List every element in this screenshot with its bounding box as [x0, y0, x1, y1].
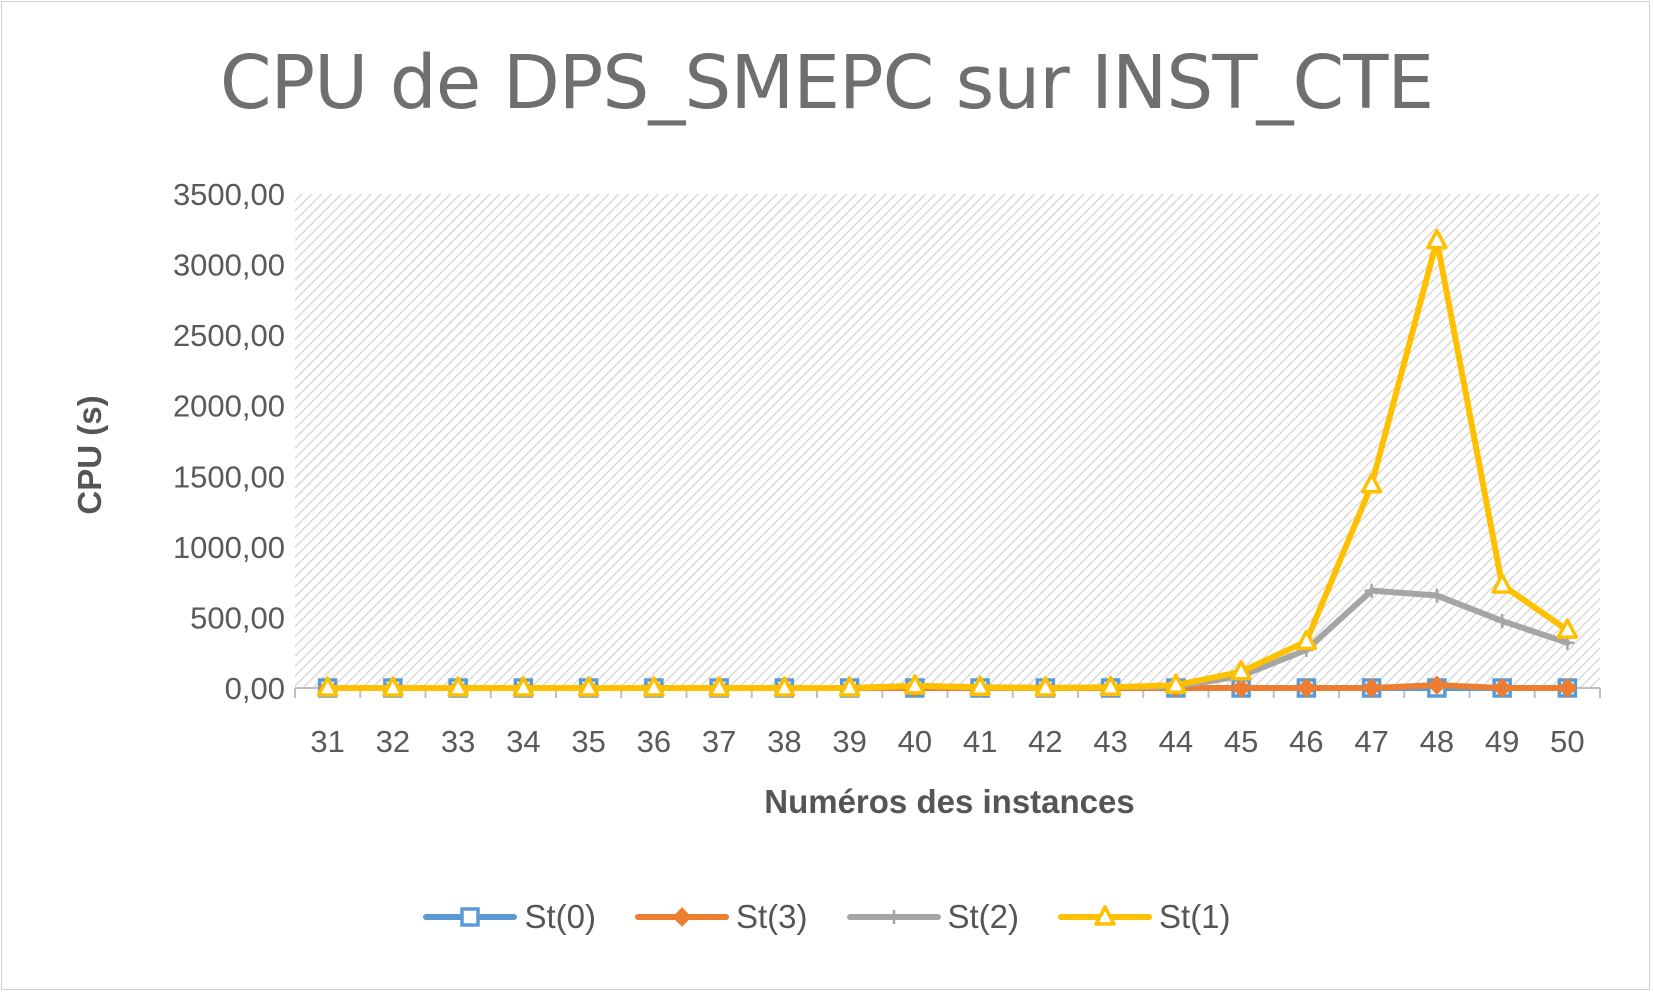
- y-tick-label: 1000,00: [173, 530, 285, 565]
- x-axis-label: Numéros des instances: [764, 783, 1135, 820]
- x-tick-label: 37: [702, 724, 736, 759]
- x-tick-label: 32: [376, 724, 410, 759]
- series-lines: [316, 228, 1579, 698]
- data-point-marker: [316, 676, 339, 697]
- data-point-marker: [1429, 588, 1444, 603]
- data-point-marker: [1364, 583, 1379, 598]
- plot-area: [295, 194, 1600, 688]
- x-tick-label: 35: [571, 724, 605, 759]
- series-St(1): [316, 228, 1579, 697]
- legend-item: St(0): [422, 898, 596, 936]
- data-point-marker: [773, 676, 796, 697]
- legend-swatch: [1058, 905, 1153, 926]
- x-tick-label: 33: [441, 724, 475, 759]
- data-point-marker: [1361, 678, 1382, 698]
- data-point-marker: [886, 910, 901, 924]
- data-point-marker: [577, 676, 600, 697]
- x-tick-label: 38: [767, 724, 801, 759]
- data-point-marker: [1296, 678, 1317, 698]
- legend-item: St(2): [846, 898, 1020, 936]
- chart-title: CPU de DPS_SMEPC sur INST_CTE: [219, 40, 1434, 126]
- data-point-marker: [838, 676, 861, 697]
- legend: St(0) St(3) St(2) St(1): [0, 898, 1653, 936]
- data-point-marker: [382, 676, 404, 697]
- y-tick-label: 2500,00: [173, 318, 285, 353]
- data-point-marker: [1495, 613, 1510, 628]
- x-tick-label: 44: [1159, 724, 1193, 759]
- x-tick-label: 42: [1028, 724, 1062, 759]
- y-tick-label: 1500,00: [173, 459, 285, 494]
- data-point-marker: [1360, 473, 1383, 494]
- legend-item: St(3): [634, 898, 808, 936]
- legend-swatch: [423, 907, 518, 927]
- x-tick-label: 47: [1354, 724, 1388, 759]
- x-tick-label: 48: [1420, 724, 1454, 759]
- legend-label: St(1): [1159, 898, 1231, 935]
- data-point-marker: [904, 674, 926, 695]
- x-tick-label: 36: [637, 724, 671, 759]
- data-point-marker: [1165, 673, 1187, 694]
- data-point-marker: [1426, 228, 1448, 250]
- data-point-marker: [512, 676, 535, 697]
- legend-item: St(1): [1057, 898, 1231, 936]
- y-tick-label: 2000,00: [173, 389, 285, 424]
- data-point-marker: [1034, 676, 1057, 697]
- data-point-marker: [672, 907, 692, 927]
- data-point-marker: [1556, 618, 1579, 639]
- legend-label: St(3): [735, 898, 808, 935]
- x-tick-label: 40: [898, 724, 932, 759]
- data-point-marker: [1094, 905, 1116, 926]
- legend-swatch: [846, 910, 941, 924]
- data-point-marker: [1557, 678, 1578, 698]
- x-tick-label: 41: [963, 724, 997, 759]
- data-point-marker: [1492, 678, 1512, 698]
- legend-label: St(0): [524, 898, 596, 935]
- x-tick-label: 39: [832, 724, 866, 759]
- series-line: [324, 237, 1571, 691]
- data-point-marker: [1231, 678, 1251, 698]
- data-point-marker: [1099, 675, 1122, 697]
- data-point-marker: [643, 676, 665, 697]
- data-point-marker: [1491, 573, 1513, 594]
- y-ticks: 0,00 500,00 1000,00 1500,00 2000,00 2500,00 30…: [173, 177, 285, 706]
- x-tick-label: 49: [1485, 724, 1519, 759]
- x-tick-label: 46: [1289, 724, 1323, 759]
- y-tick-label: 0,00: [225, 671, 285, 706]
- y-tick-label: 3500,00: [173, 177, 285, 212]
- data-point-marker: [1295, 629, 1318, 651]
- x-tick-label: 43: [1093, 724, 1127, 759]
- x-tick-label: 34: [506, 724, 540, 759]
- data-point-marker: [1230, 660, 1252, 681]
- data-point-marker: [1427, 675, 1447, 695]
- data-point-marker: [460, 907, 481, 927]
- y-tick-label: 3000,00: [173, 248, 285, 283]
- x-ticks: 31 32 33 34 35 36 37 38 39 40 41 42 43 44 45 46 47 48 49 50: [310, 724, 1584, 759]
- legend-label: St(2): [947, 898, 1020, 935]
- data-point-marker: [447, 676, 469, 697]
- data-point-marker: [969, 675, 991, 697]
- y-tick-label: 500,00: [190, 600, 285, 635]
- x-tick-label: 31: [310, 724, 344, 759]
- x-tick-label: 45: [1224, 724, 1258, 759]
- legend-swatch: [634, 907, 729, 927]
- data-point-marker: [708, 676, 730, 697]
- x-tick-label: 50: [1550, 724, 1584, 759]
